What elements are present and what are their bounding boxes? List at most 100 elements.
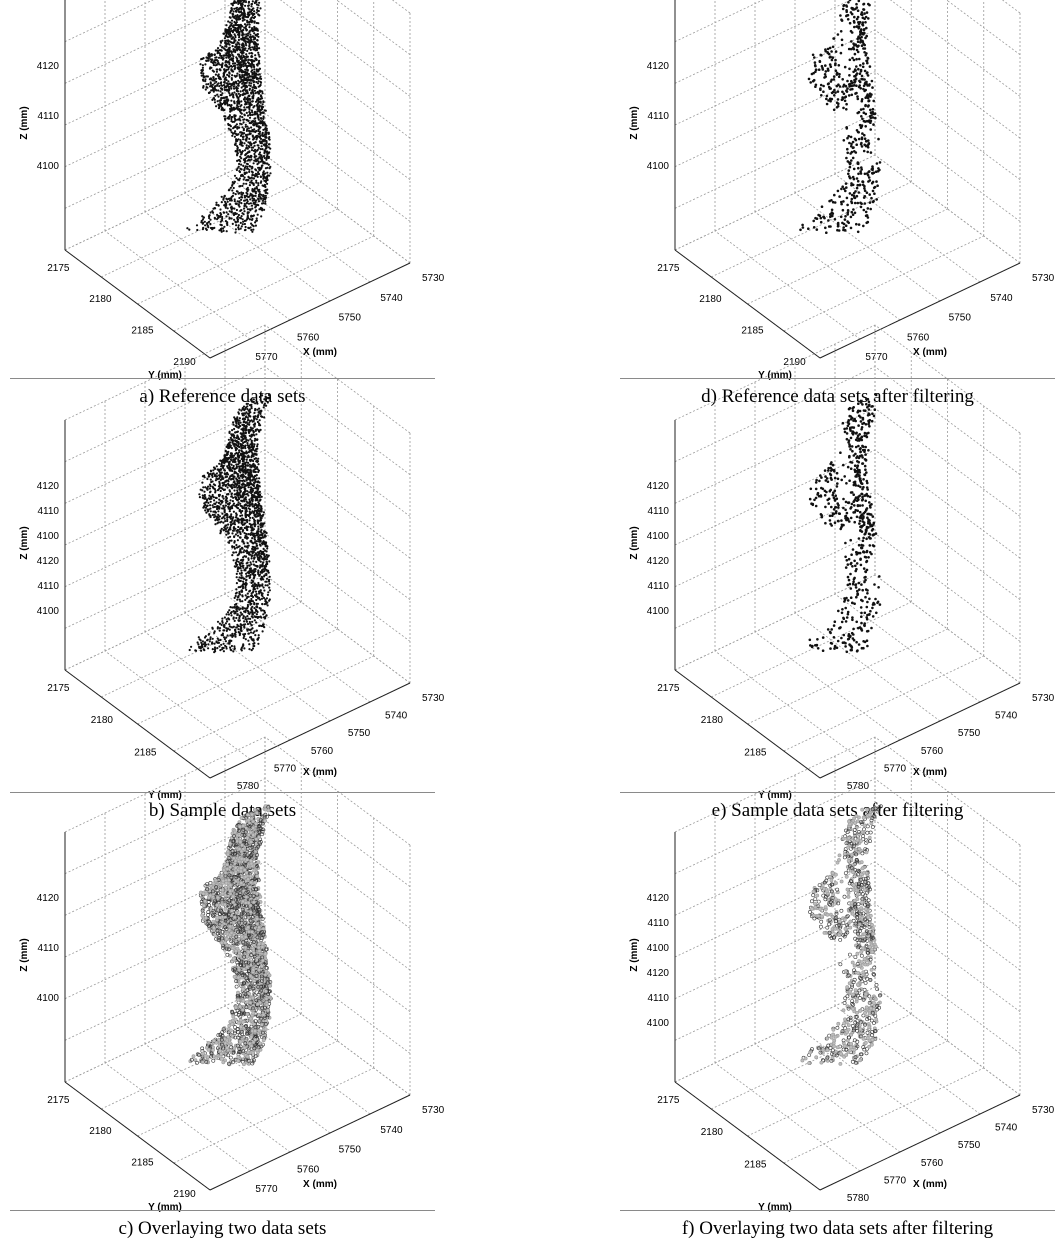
data-point: [238, 417, 241, 420]
data-point: [255, 11, 258, 14]
data-point: [226, 104, 229, 107]
x-tick-label: 5770: [255, 1184, 278, 1195]
data-point: [219, 227, 222, 231]
data-point: [226, 200, 229, 203]
data-point: [244, 228, 247, 231]
data-point: [245, 545, 248, 548]
data-point: [225, 56, 228, 59]
data-point: [266, 182, 269, 185]
data-point: [256, 416, 259, 419]
data-point: [224, 528, 227, 531]
data-point: [265, 565, 268, 568]
data-point: [201, 64, 204, 67]
y-axis-line: [64, 669, 211, 779]
data-point: [233, 198, 236, 201]
data-point: [220, 201, 223, 204]
data-point: [252, 29, 255, 32]
data-point: [240, 551, 243, 554]
data-point: [252, 83, 256, 87]
data-point: [265, 558, 268, 561]
data-point: [231, 181, 234, 184]
data-point: [220, 463, 223, 466]
data-point: [261, 133, 264, 136]
data-point: [239, 421, 242, 424]
data-point: [240, 558, 243, 561]
data-point: [253, 556, 256, 559]
y-tick-label: 2175: [47, 1095, 70, 1106]
data-point: [217, 513, 220, 517]
data-point: [235, 224, 238, 227]
data-point: [265, 614, 268, 617]
data-point: [234, 443, 237, 446]
data-point: [263, 531, 266, 534]
data-point: [238, 576, 241, 579]
data-point: [265, 541, 268, 544]
data-point: [250, 70, 253, 73]
data-point: [242, 92, 245, 95]
data-point: [227, 523, 230, 526]
z-tick-label: 4100: [37, 531, 60, 542]
data-point: [258, 395, 261, 399]
data-point: [228, 46, 231, 49]
data-point: [261, 148, 264, 151]
data-point: [263, 138, 266, 142]
data-point: [268, 586, 271, 589]
data-point: [249, 415, 252, 418]
data-point: [265, 553, 268, 557]
data-point: [261, 595, 264, 598]
data-point: [226, 222, 229, 225]
data-point: [249, 18, 252, 21]
data-point: [226, 516, 229, 519]
data-point: [228, 210, 231, 213]
data-point: [258, 538, 261, 541]
data-point: [227, 213, 230, 216]
data-point: [258, 407, 261, 410]
data-point: [223, 458, 226, 461]
data-point: [258, 499, 261, 502]
data-point: [215, 70, 218, 73]
data-point: [262, 116, 265, 119]
data-point: [253, 482, 256, 485]
data-point: [233, 493, 236, 496]
data-point: [242, 192, 245, 195]
data-point: [257, 414, 260, 417]
data-point: [243, 492, 246, 496]
data-point: [217, 77, 220, 80]
data-point: [253, 159, 256, 162]
data-point: [245, 188, 248, 191]
data-point: [221, 495, 224, 498]
data-point: [257, 109, 260, 112]
data-point: [208, 220, 211, 223]
data-point: [219, 208, 222, 211]
data-point: [237, 108, 240, 111]
data-point: [253, 615, 256, 618]
data-point: [268, 560, 271, 563]
data-point: [211, 648, 214, 651]
data-point: [257, 514, 260, 517]
data-point: [224, 39, 227, 43]
data-point: [233, 475, 236, 478]
data-point: [217, 82, 220, 85]
data-point: [220, 230, 223, 233]
data-point: [219, 500, 222, 503]
data-point: [257, 487, 260, 490]
data-point: [205, 75, 208, 78]
data-point: [226, 500, 229, 503]
data-point: [229, 203, 232, 206]
data-point: [255, 199, 258, 202]
data-point: [213, 513, 216, 516]
data-point: [234, 496, 237, 499]
data-point: [245, 513, 248, 517]
data-point: [255, 160, 258, 163]
data-point: [209, 515, 212, 519]
data-point: [251, 400, 254, 403]
data-point: [237, 525, 240, 529]
data-point: [244, 436, 247, 439]
data-point: [218, 483, 221, 487]
data-point: [241, 150, 244, 153]
data-point: [227, 40, 230, 43]
data-point: [260, 524, 263, 527]
data-point: [227, 127, 230, 130]
data-point: [244, 429, 247, 432]
data-point: [230, 644, 233, 648]
